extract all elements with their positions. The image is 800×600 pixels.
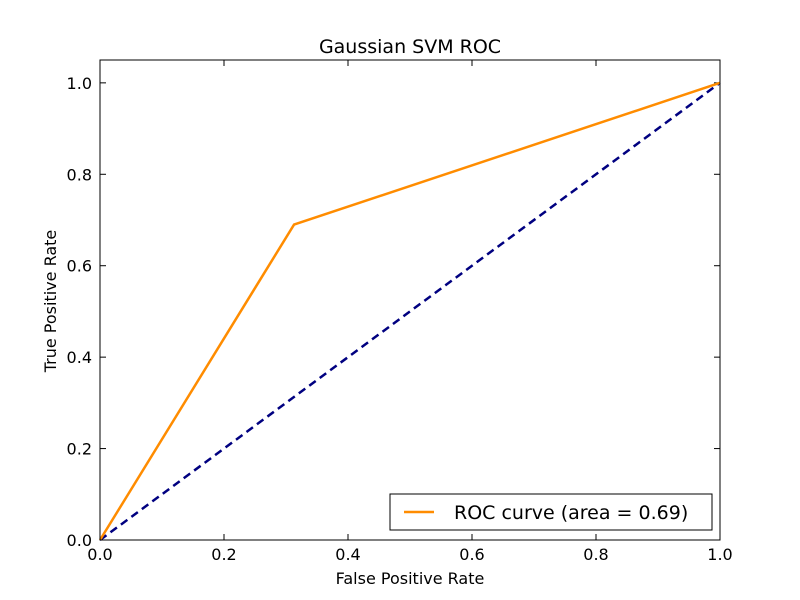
x-tick-label: 0.0 bbox=[87, 545, 112, 564]
x-tick-label: 0.4 bbox=[335, 545, 360, 564]
legend-box bbox=[389, 493, 713, 531]
x-tick-label: 0.6 bbox=[459, 545, 484, 564]
chart-title: Gaussian SVM ROC bbox=[319, 36, 501, 58]
y-tick-label: 1.0 bbox=[67, 74, 92, 93]
y-tick-label: 0.6 bbox=[67, 257, 92, 276]
y-tick-label: 0.8 bbox=[67, 165, 92, 184]
chance-line bbox=[99, 81, 721, 542]
legend-label: ROC curve (area = 0.69) bbox=[454, 502, 688, 524]
y-tick-label: 0.0 bbox=[67, 531, 92, 550]
x-axis-label: False Positive Rate bbox=[336, 569, 485, 588]
y-tick-label: 0.2 bbox=[67, 440, 92, 459]
plot-area: 0.0 0.2 0.4 0.6 0.8 1.0 0.0 0.2 0.4 0.6 0.8 1.0 ROC … bbox=[67, 59, 733, 564]
x-tick-label: 1.0 bbox=[707, 545, 732, 564]
y-tick-label: 0.4 bbox=[67, 348, 92, 367]
y-axis-label: True Positive Rate bbox=[41, 230, 60, 374]
roc-curve-line bbox=[98, 81, 721, 541]
plot-frame bbox=[99, 59, 721, 541]
x-tick-label: 0.2 bbox=[211, 545, 236, 564]
x-tick-label: 0.8 bbox=[583, 545, 608, 564]
